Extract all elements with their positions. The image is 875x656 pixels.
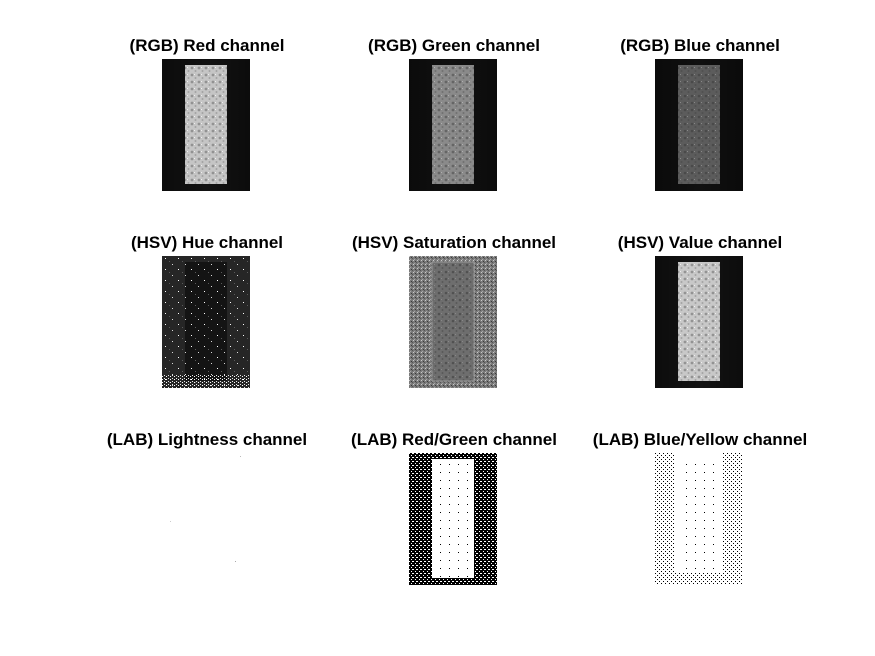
hsv-value-channel-image [655, 256, 743, 388]
panel-title: (HSV) Hue channel [130, 233, 284, 252]
lab-blue-yellow-channel-image [655, 453, 743, 585]
lab-red-green-channel-image [409, 453, 497, 585]
panel-lab-lightness: (LAB) Lightness channel [82, 430, 332, 590]
panel-hsv-hue: (HSV) Hue channel [82, 233, 332, 393]
panel-lab-red-green: (LAB) Red/Green channel [329, 430, 579, 590]
panel-title: (RGB) Red channel [129, 36, 285, 55]
rgb-green-channel-image [409, 59, 497, 191]
panel-title: (LAB) Red/Green channel [351, 430, 557, 449]
hsv-saturation-channel-image [409, 256, 497, 388]
lab-lightness-channel-image [162, 453, 250, 585]
panel-hsv-saturation: (HSV) Saturation channel [329, 233, 579, 393]
panel-title: (HSV) Value channel [617, 233, 783, 252]
panel-rgb-blue: (RGB) Blue channel [575, 36, 825, 196]
panel-title: (RGB) Blue channel [620, 36, 780, 55]
panel-lab-blue-yellow: (LAB) Blue/Yellow channel [575, 430, 825, 590]
panel-rgb-green: (RGB) Green channel [329, 36, 579, 196]
hsv-hue-channel-image [162, 256, 250, 388]
rgb-blue-channel-image [655, 59, 743, 191]
panel-title: (LAB) Blue/Yellow channel [592, 430, 808, 449]
panel-rgb-red: (RGB) Red channel [82, 36, 332, 196]
rgb-red-channel-image [162, 59, 250, 191]
panel-title: (RGB) Green channel [368, 36, 540, 55]
panel-hsv-value: (HSV) Value channel [575, 233, 825, 393]
panel-title: (HSV) Saturation channel [351, 233, 557, 252]
panel-title: (LAB) Lightness channel [106, 430, 308, 449]
